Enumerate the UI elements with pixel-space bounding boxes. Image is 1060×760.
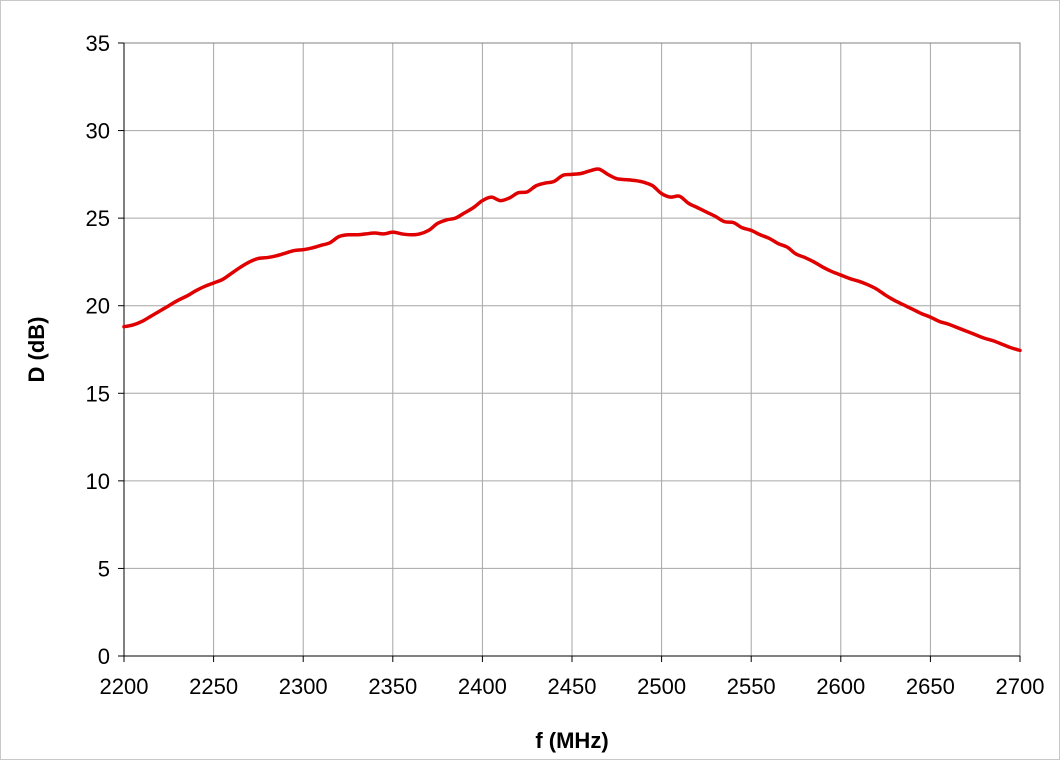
x-tick-label: 2400 <box>458 674 507 699</box>
x-tick-label: 2650 <box>906 674 955 699</box>
x-tick-label: 2700 <box>996 674 1045 699</box>
series-line <box>122 167 1022 353</box>
y-tick-label: 15 <box>86 381 110 406</box>
y-tick-label: 20 <box>86 294 110 319</box>
tick-labels: 2200 2250 2300 2350 2400 2450 2500 2550 2600 2650… <box>86 31 1045 699</box>
y-tick-label: 35 <box>86 31 110 56</box>
y-tick-label: 30 <box>86 119 110 144</box>
x-tick-label: 2600 <box>816 674 865 699</box>
x-tick-label: 2350 <box>368 674 417 699</box>
x-tick-label: 2250 <box>189 674 238 699</box>
y-tick-label: 10 <box>86 469 110 494</box>
grid <box>123 42 1021 657</box>
x-tick-label: 2550 <box>727 674 776 699</box>
axes <box>118 42 1021 662</box>
x-tick-label: 2450 <box>548 674 597 699</box>
x-tick-label: 2500 <box>637 674 686 699</box>
x-axis-title: f (MHz) <box>535 728 608 753</box>
y-axis-title: D (dB) <box>24 317 49 383</box>
x-tick-label: 2200 <box>100 674 149 699</box>
x-tick-label: 2300 <box>279 674 328 699</box>
y-tick-label: 0 <box>98 644 110 669</box>
y-tick-label: 5 <box>98 556 110 581</box>
series-layer <box>122 167 1022 353</box>
y-tick-label: 25 <box>86 206 110 231</box>
